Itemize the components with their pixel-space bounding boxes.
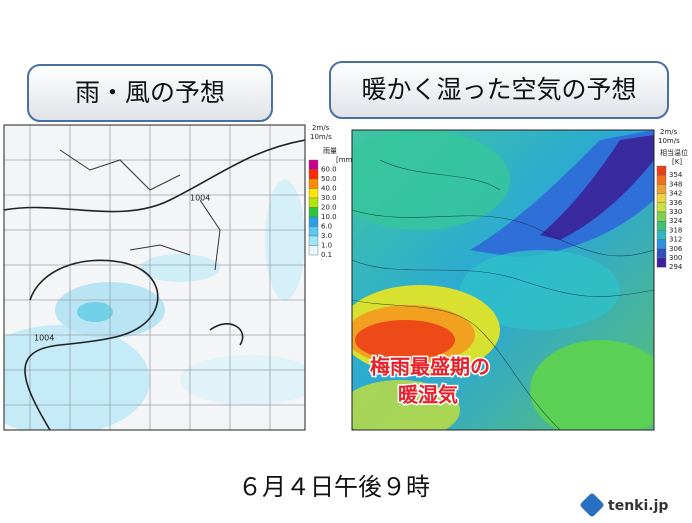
legend-label: 10.0 <box>321 213 337 221</box>
map-frame <box>351 129 655 431</box>
legend-swatch <box>656 202 667 213</box>
legend-label: 312 <box>669 236 682 244</box>
legend-label: 318 <box>669 226 682 234</box>
legend-label: 294 <box>669 263 683 271</box>
legend-swatch <box>656 230 667 240</box>
legend-swatch <box>308 178 319 189</box>
legend-swatch <box>308 245 319 256</box>
legend-label: 60.0 <box>321 166 337 174</box>
title-box <box>329 61 669 119</box>
wind-scale: 2m/s <box>660 128 678 136</box>
legend-label: 300 <box>669 254 682 262</box>
legend-swatch <box>656 165 667 176</box>
legend-swatch <box>656 239 667 250</box>
legend-title: 雨量 <box>323 147 337 155</box>
legend-swatch <box>656 193 667 204</box>
legend: 60.050.0 40.030.0 20.010.0 6.03.0 1.00.1 <box>308 159 337 259</box>
legend-unit: [mm/h] <box>336 156 362 164</box>
legend-swatch <box>308 216 319 227</box>
annotation: 暖湿気 <box>398 383 458 407</box>
legend-label: 6.0 <box>321 223 332 231</box>
annotation: 梅雨最盛期の <box>370 355 490 379</box>
legend-label: 336 <box>669 199 683 207</box>
map-frame <box>3 124 306 431</box>
wind-scale: 10m/s <box>310 133 332 141</box>
legend-label: 20.0 <box>321 204 337 212</box>
legend-label: 354 <box>669 171 683 179</box>
legend-swatch <box>656 174 667 185</box>
temperature-map <box>352 130 654 430</box>
legend-swatch <box>656 248 667 259</box>
logo: tenki.jp <box>608 498 668 514</box>
title-box <box>27 64 273 122</box>
legend-swatch <box>308 159 319 170</box>
legend-swatch <box>308 188 319 199</box>
legend-swatch <box>308 197 319 208</box>
legend-label: 342 <box>669 190 682 198</box>
legend-label: 306 <box>669 245 683 253</box>
legend-label: 324 <box>669 217 683 225</box>
legend-label: 40.0 <box>321 185 337 193</box>
legend-title: 相当温位 <box>660 148 688 157</box>
legend-label: 0.1 <box>321 251 332 259</box>
legend-label: 348 <box>669 180 682 188</box>
footer-date: ６月４日午後９時 <box>238 473 430 501</box>
legend-swatch <box>308 169 319 180</box>
rain-map <box>4 125 305 430</box>
logo-icon <box>580 493 604 517</box>
contour-label: 1004 <box>190 194 210 203</box>
legend-swatch <box>656 184 667 194</box>
legend-label: 3.0 <box>321 232 332 240</box>
legend-label: 1.0 <box>321 242 332 250</box>
legend-unit: [K] <box>672 158 682 166</box>
legend-label: 30.0 <box>321 194 337 202</box>
legend-swatch <box>656 220 667 231</box>
panel-title: 暖かく湿った空気の予想 <box>361 75 636 104</box>
legend-swatch <box>308 207 319 218</box>
contour-label: 1004 <box>34 334 54 343</box>
legend-swatch <box>308 235 319 246</box>
legend-swatch <box>308 226 319 237</box>
legend-swatch <box>656 257 667 268</box>
legend-label: 50.0 <box>321 175 337 183</box>
panel-title: 雨・風の予想 <box>75 78 225 107</box>
wind-scale: 10m/s <box>658 137 680 145</box>
legend-swatch <box>656 211 667 222</box>
wind-scale: 2m/s <box>312 124 330 132</box>
legend-label: 330 <box>669 208 682 216</box>
